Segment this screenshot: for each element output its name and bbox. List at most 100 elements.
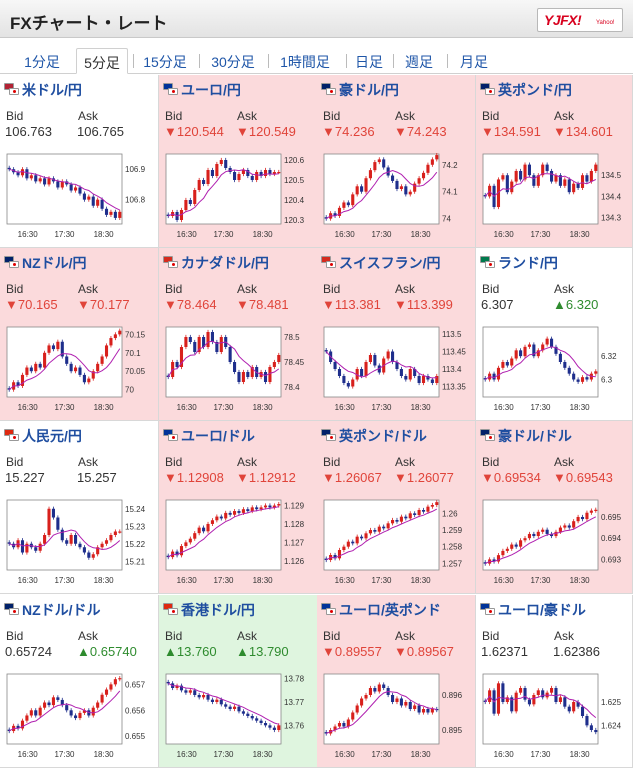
ask-value: ▲13.790 [236,644,289,659]
candle [404,514,408,521]
tab-4[interactable]: 30分足 [211,54,255,70]
candle [246,711,250,719]
pair-link[interactable]: ユーロ/円 [163,80,241,100]
candle [224,510,228,521]
pair-link[interactable]: カナダドル/円 [163,253,269,273]
mini-chart[interactable]: 6.32 6.3 16:30 17:30 18:30 [482,323,629,413]
moving-average-line [325,169,438,220]
pair-link[interactable]: 豪ドル/ドル [480,426,572,446]
candle [492,557,496,564]
y-tick-label: 120.3 [284,216,305,225]
mini-chart[interactable]: 13.78 13.77 13.76 16:30 17:30 18:30 [165,670,312,760]
pair-name: ユーロ/英ポンド [339,602,441,618]
mini-chart[interactable]: 1.129 1.128 1.127 1.126 16:30 17:30 18:30 [165,496,312,586]
y-tick-label: 70.05 [125,367,146,376]
candle [580,514,585,522]
tab-7[interactable]: 週足 [405,54,433,70]
bid-value: ▼0.89557 [322,644,382,659]
candle [554,173,558,184]
pair-link[interactable]: 英ポンド/円 [480,80,572,100]
plot-area [6,153,123,225]
moving-average-line [325,351,437,379]
mini-chart[interactable]: 106.9 106.8 16:30 17:30 18:30 [6,150,153,240]
bid-value: 6.307 [481,297,514,312]
pair-link[interactable]: ユーロ/豪ドル [480,600,586,620]
candle [430,502,434,509]
mini-chart[interactable]: 1.26 1.259 1.258 1.257 16:30 17:30 18:30 [323,496,470,586]
candle [580,375,585,384]
mini-chart[interactable]: 113.5 113.45 113.4 113.35 16:30 17:30 18:30 [323,323,470,413]
candle [255,169,259,183]
candle [100,197,104,211]
candle [519,348,523,359]
candle [386,349,390,361]
plot-area [482,153,599,225]
tab-separator [268,54,269,68]
mini-chart[interactable]: 120.6 120.5 120.4 120.3 16:30 17:30 18:30 [165,150,312,240]
candle [523,536,527,543]
pair-link[interactable]: スイスフラン/円 [321,253,440,273]
candle [20,372,25,389]
candle [589,723,593,733]
pair-link[interactable]: 人民元/円 [4,426,82,446]
x-tick-label: 16:30 [18,230,39,239]
candle [175,549,179,558]
tab-2[interactable]: 5分足 [76,48,128,74]
mini-chart[interactable]: 1.625 1.624 16:30 17:30 18:30 [482,670,629,760]
pair-link[interactable]: 米ドル/円 [4,80,82,100]
candle [510,356,514,368]
y-tick-label: 1.128 [284,520,305,529]
mini-chart[interactable]: 134.5 134.4 134.3 16:30 17:30 18:30 [482,150,629,240]
candle [342,373,346,386]
candle [20,167,25,178]
pair-link[interactable]: NZドル/ドル [4,600,101,620]
mini-chart[interactable]: 0.657 0.656 0.655 16:30 17:30 18:30 [6,670,153,760]
x-tick-label: 16:30 [177,230,198,239]
x-tick-label: 18:30 [253,230,274,239]
candle [34,173,38,184]
candle [268,167,272,177]
mini-chart[interactable]: 0.695 0.694 0.693 16:30 17:30 18:30 [482,496,629,586]
y-tick-label: 74.1 [442,188,458,197]
mini-chart[interactable]: 70.15 70.1 70.05 70 16:30 17:30 18:30 [6,323,153,413]
candle [82,191,86,202]
bid-value: 15.227 [5,470,45,485]
candle [505,546,509,554]
candle [514,690,518,714]
candle [188,197,192,207]
ask-label: Ask [395,109,416,123]
candle [514,542,518,549]
pair-link[interactable]: NZドル/円 [4,253,87,273]
tab-8[interactable]: 月足 [460,54,488,70]
pair-link[interactable]: ランド/円 [480,253,558,273]
tab-1[interactable]: 1分足 [24,54,60,70]
candle [91,705,95,718]
mini-chart[interactable]: 74.2 74.1 74 16:30 17:30 18:30 [323,150,470,240]
pair-link[interactable]: ユーロ/英ポンド [321,600,441,620]
tab-6[interactable]: 日足 [355,54,383,70]
candle [7,165,11,172]
candle [324,730,328,736]
candle [82,708,86,715]
mini-chart[interactable]: 78.5 78.45 78.4 16:30 17:30 18:30 [165,323,312,413]
pair-link[interactable]: 豪ドル/円 [321,80,399,100]
candle [554,529,558,539]
mini-chart[interactable]: 15.24 15.23 15.22 15.21 16:30 17:30 18:30 [6,496,153,586]
x-tick-label: 16:30 [177,750,198,759]
tab-3[interactable]: 15分足 [143,54,187,70]
candle [576,377,580,384]
pair-link[interactable]: 香港ドル/円 [163,600,255,620]
candle [69,532,73,546]
candle [580,704,585,719]
yjfx-logo[interactable]: YJFX! Yahoo! [537,8,623,32]
pair-link[interactable]: ユーロ/ドル [163,426,255,446]
tab-5[interactable]: 1時間足 [280,54,330,70]
y-tick-label: 0.656 [125,706,146,715]
x-tick-label: 17:30 [54,576,75,585]
currency-flag-icon [480,256,496,270]
pair-link[interactable]: 英ポンド/ドル [321,426,427,446]
candle [87,376,91,385]
x-tick-label: 17:30 [213,403,234,412]
y-tick-label: 13.77 [284,698,305,707]
mini-chart[interactable]: 0.896 0.895 16:30 17:30 18:30 [323,670,470,760]
